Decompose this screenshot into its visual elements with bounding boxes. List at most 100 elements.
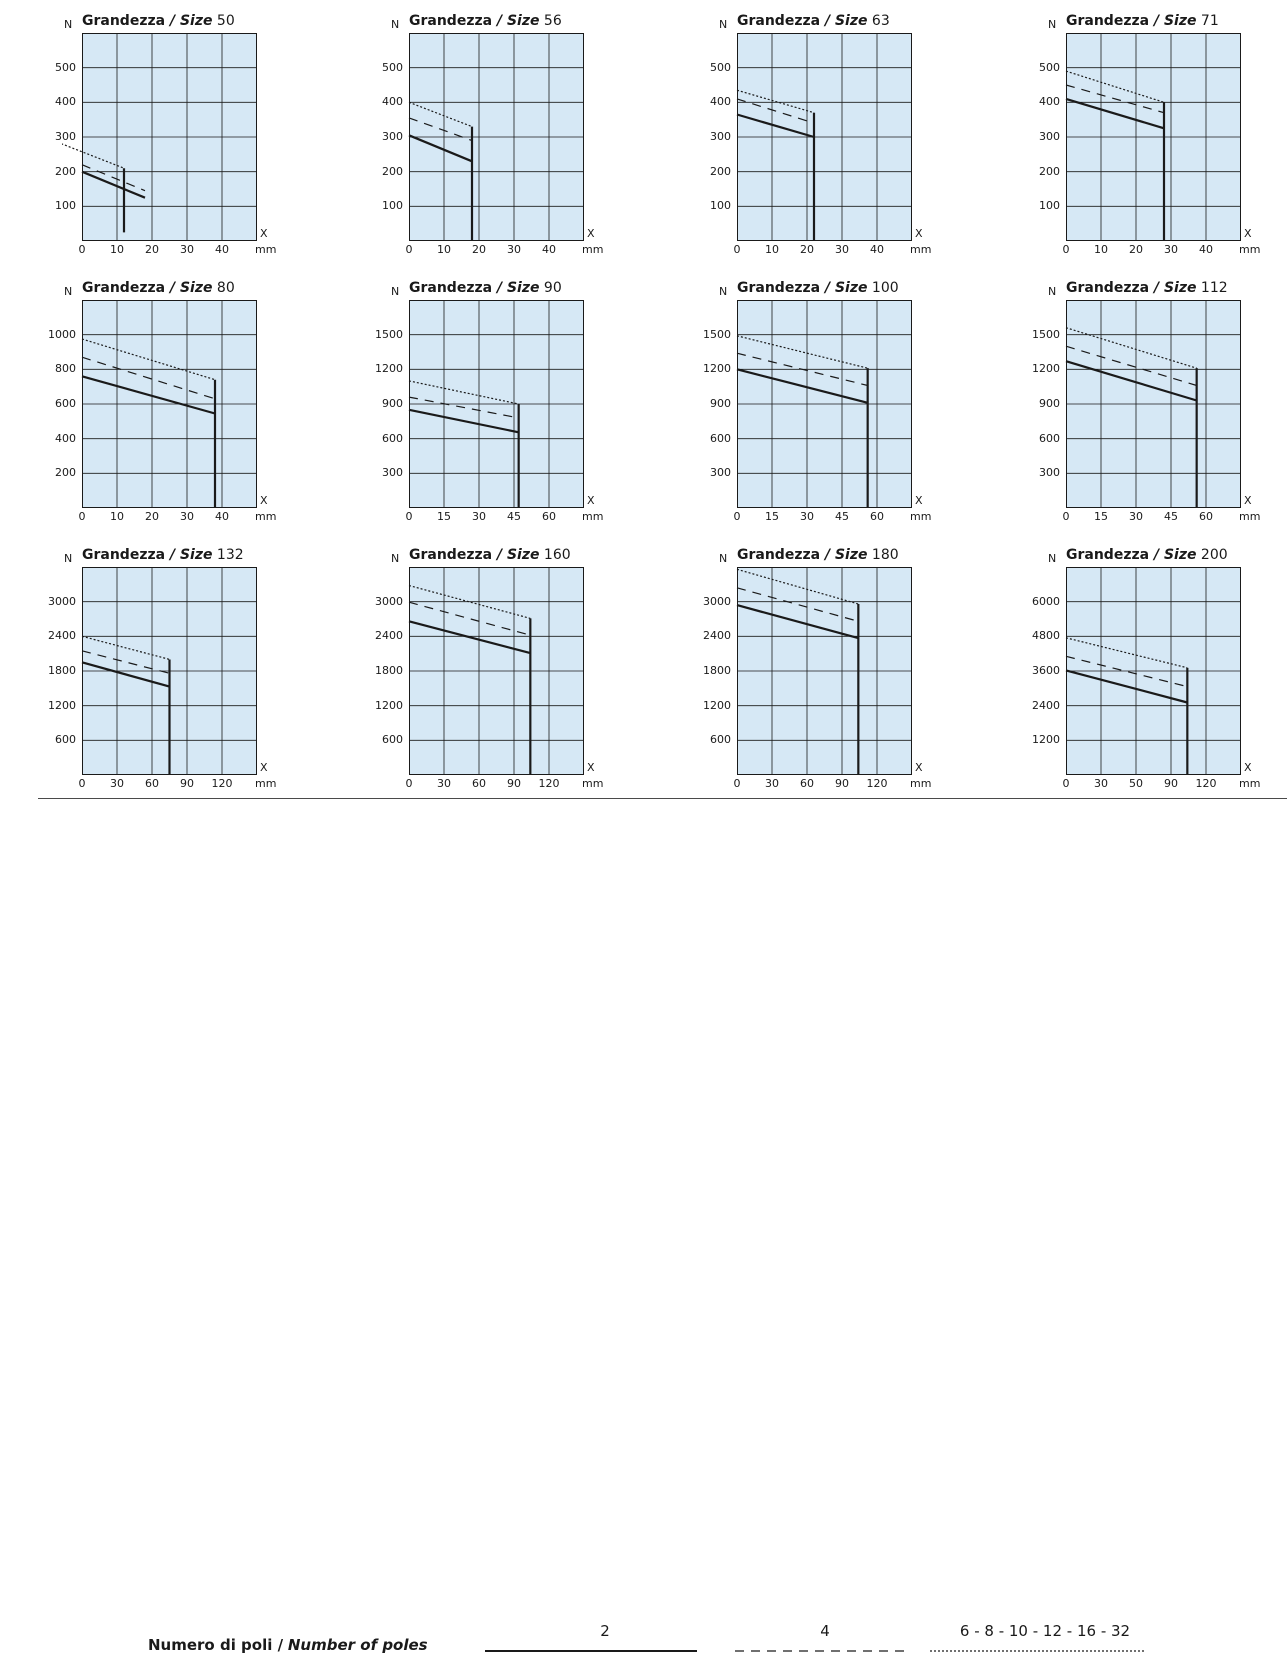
chart-112-series-dotted [1065,327,1197,369]
chart-56-series-dashed [408,117,473,142]
chart-80-title-italic: / Size [169,280,213,296]
chart-112-series-solid [1065,360,1198,402]
chart-112-title: Grandezza / Size 112 [1066,280,1228,296]
chart-180-series-dashed [736,587,859,622]
chart-100-ytick-900: 900 [710,397,731,410]
chart-180-ytick-1800: 1800 [703,664,731,677]
chart-160-xlabel-bottom: mm [582,777,604,790]
chart-80-xtick-2: 20 [145,510,159,523]
chart-63-xtick-3: 30 [835,243,849,256]
chart-63-ytick-400: 400 [710,95,731,109]
chart-112-xtick-1: 15 [1094,510,1108,523]
chart-63-ytick-100: 100 [710,199,731,213]
chart-100-ytick-1500: 1500 [703,327,731,341]
chart-90-ytick-1200: 1200 [375,362,403,376]
chart-100-plot [736,300,912,508]
chart-90-xlabel-top: X [587,494,595,507]
chart-100-xlabel-top: X [915,494,923,507]
chart-90-xtick-2: 30 [472,510,486,523]
chart-160-ylabel: N [391,552,400,565]
chart-63-series-dotted [736,89,815,114]
chart-132-series-dotted [81,635,170,660]
chart-80-xtick-4: 40 [215,510,229,523]
chart-56-plot [408,33,584,241]
chart-132-ytick-600: 600 [55,733,76,747]
legend-label-2: 2 [600,1622,610,1640]
chart-90-ytick-1500: 1500 [375,327,403,341]
chart-50-xtick-0: 0 [78,243,86,256]
chart-132-ylabel: N [64,552,73,565]
chart-112-title-prefix: Grandezza [1066,280,1154,296]
chart-112-ytick-1200: 1200 [1032,362,1060,376]
chart-200-xtick-4: 120 [1195,777,1217,790]
chart-160-ytick-3000: 3000 [375,594,403,608]
chart-100-title: Grandezza / Size 100 [737,280,899,296]
chart-50-ylabel: N [64,18,73,31]
chart-56-xtick-0: 0 [405,243,413,256]
chart-50-xtick-4: 40 [215,243,229,256]
chart-100-xtick-3: 45 [835,510,849,523]
chart-180-ytick-600: 600 [710,733,731,747]
chart-71-title-prefix: Grandezza [1066,13,1154,29]
chart-71-xtick-0: 0 [1062,243,1070,256]
chart-63-xlabel-top: X [915,227,923,240]
divider-line [38,798,1287,799]
chart-80-title-size: 80 [212,280,235,296]
chart-71-xtick-3: 30 [1164,243,1178,256]
chart-180-ytick-3000: 3000 [703,594,731,608]
chart-200-ytick-6000: 6000 [1032,594,1060,608]
chart-63-xtick-4: 40 [870,243,884,256]
chart-160-ytick-600: 600 [382,733,403,747]
chart-180-xtick-4: 120 [866,777,888,790]
chart-112-xlabel-bottom: mm [1239,510,1261,523]
chart-71-ytick-400: 400 [1039,95,1060,109]
chart-100-ylabel: N [719,285,728,298]
chart-50-series-solid [81,170,146,199]
chart-50-title-prefix: Grandezza [82,13,170,29]
chart-63-title-italic: / Size [824,13,868,29]
chart-56-title-prefix: Grandezza [409,13,497,29]
legend-title: Numero di poli / Number of poles [148,1636,428,1654]
chart-160-xlabel-top: X [587,761,595,774]
chart-180-xtick-0: 0 [733,777,741,790]
chart-63-ytick-500: 500 [710,60,731,74]
chart-90-title-italic: / Size [496,280,540,296]
chart-56-ylabel: N [391,18,400,31]
chart-56-xtick-3: 30 [507,243,521,256]
chart-160-xtick-4: 120 [538,777,560,790]
chart-56-ytick-200: 200 [382,164,403,178]
chart-132-ytick-2400: 2400 [48,629,76,643]
chart-200-series-solid [1065,669,1188,704]
chart-100-series-solid [736,368,868,404]
chart-71-plot [1065,33,1241,241]
chart-200-title-italic: / Size [1153,547,1197,563]
chart-50-ytick-200: 200 [55,164,76,178]
chart-50-series-dashed [81,164,146,192]
chart-90-ylabel: N [391,285,400,298]
chart-112-xtick-2: 30 [1129,510,1143,523]
chart-100-xtick-4: 60 [870,510,884,523]
chart-200-title: Grandezza / Size 200 [1066,547,1228,563]
chart-160-plot [408,567,584,775]
chart-160-ytick-1200: 1200 [375,698,403,712]
chart-90-series-dashed [408,396,519,419]
chart-56-ytick-400: 400 [382,95,403,109]
chart-200-series-dotted [1065,637,1188,669]
chart-56-xlabel-bottom: mm [582,243,604,256]
chart-50-xlabel-bottom: mm [255,243,277,256]
chart-200-title-prefix: Grandezza [1066,547,1154,563]
chart-180-title: Grandezza / Size 180 [737,547,899,563]
chart-80-ytick-600: 600 [55,397,76,410]
chart-80-ytick-400: 400 [55,431,76,445]
chart-80-xtick-1: 10 [110,510,124,523]
chart-132-title-size: 132 [212,547,244,563]
chart-100-series-dashed [736,352,868,387]
chart-50-plot [62,33,257,241]
chart-112-xlabel-top: X [1244,494,1252,507]
chart-160-xtick-1: 30 [437,777,451,790]
chart-56-ytick-500: 500 [382,60,403,74]
chart-80-plot [81,300,257,508]
chart-112-ytick-300: 300 [1039,466,1060,480]
chart-80-ytick-200: 200 [55,466,76,480]
chart-132-xlabel-top: X [260,761,268,774]
